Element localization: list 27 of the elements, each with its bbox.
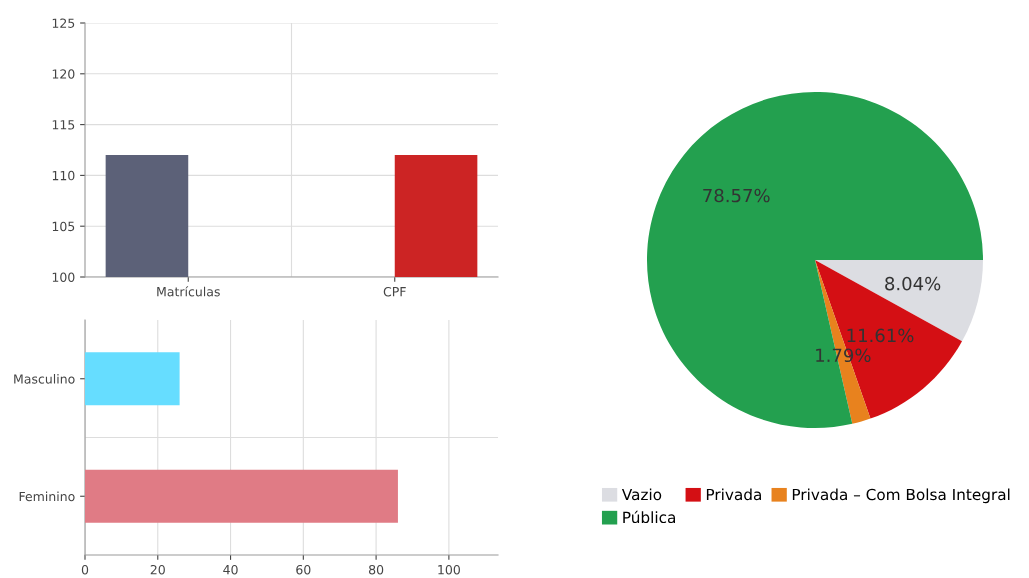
data-label: 11.61%: [847, 328, 914, 343]
legend-label: Pública: [623, 510, 675, 524]
data-label: 1.79%: [816, 348, 871, 363]
x-tick-label: 80: [369, 564, 384, 575]
legend-label: Vazio: [621, 488, 662, 501]
y-tick-label: Feminino: [19, 491, 75, 502]
x-tick-label: 100: [438, 564, 460, 575]
legend-label: Privada – Com Bolsa Integral: [792, 488, 1010, 504]
pie-slice: [815, 260, 963, 419]
y-tick-label: 105: [52, 221, 75, 232]
y-tick-label: 110: [52, 170, 75, 181]
x-tick-label: 40: [223, 564, 238, 575]
pie-slice: [815, 260, 983, 342]
x-tick-label: 0: [81, 564, 89, 575]
y-tick-label: Masculino: [14, 374, 75, 384]
y-tick-label: 100: [52, 272, 75, 282]
x-tick-label: 20: [150, 564, 165, 575]
y-tick-label: 125: [52, 18, 75, 28]
pie-slice: [647, 92, 983, 428]
legend-label: Privada: [706, 488, 761, 501]
data-label: 78.57%: [703, 188, 770, 203]
y-tick-label: 120: [52, 69, 75, 79]
x-tick-label: Matrículas: [157, 286, 220, 297]
data-label: 8.04%: [885, 276, 941, 291]
y-tick-label: 115: [52, 120, 75, 130]
x-tick-label: 60: [296, 564, 311, 575]
x-tick-label: CPF: [383, 286, 406, 297]
